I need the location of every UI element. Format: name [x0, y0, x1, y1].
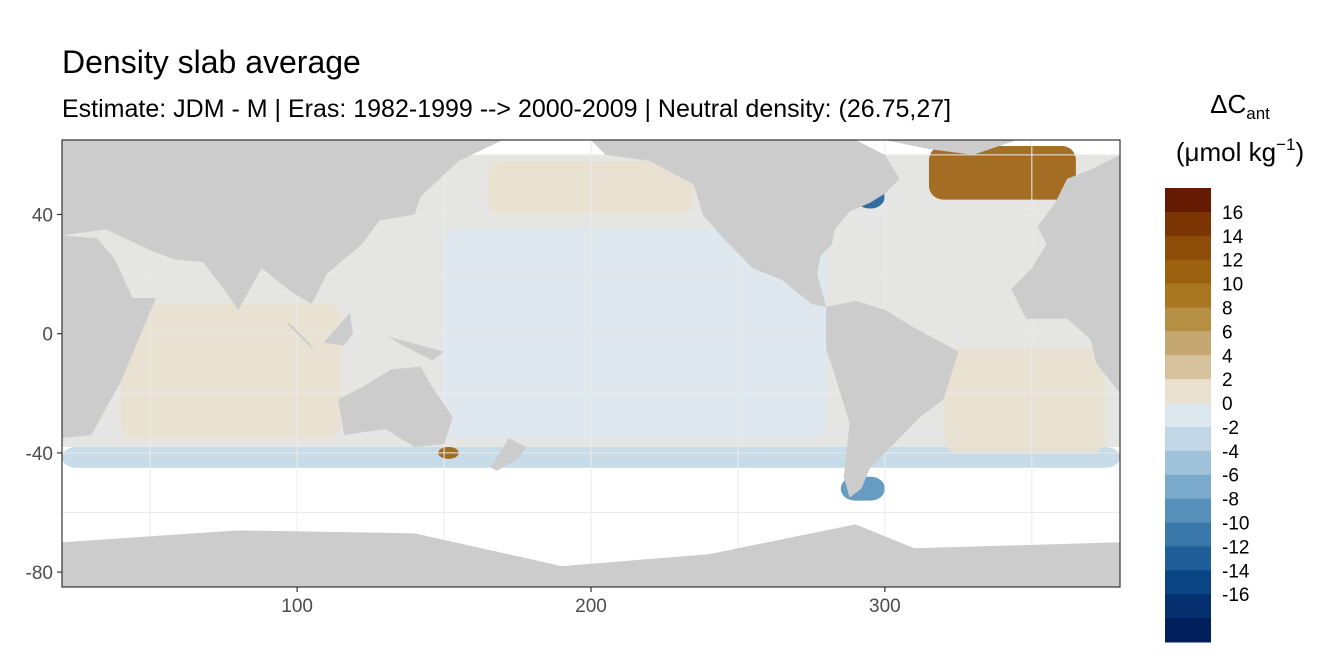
- legend-swatch: [1165, 498, 1211, 524]
- legend-swatch: [1165, 235, 1211, 261]
- y-tick-label: 0: [42, 325, 53, 346]
- legend-label: -4: [1222, 442, 1239, 463]
- land-north-america: [591, 140, 900, 307]
- legend-swatch: [1165, 546, 1211, 571]
- legend-swatch: [1165, 594, 1211, 619]
- land-sumatra: [285, 321, 315, 352]
- legend-label: 2: [1222, 370, 1233, 391]
- land-borneo: [323, 312, 353, 346]
- legend-swatch: [1165, 259, 1211, 285]
- y-tick-label: -80: [26, 563, 53, 584]
- legend-label: 16: [1222, 203, 1243, 224]
- legend-swatch: [1165, 307, 1211, 332]
- legend-label: -8: [1222, 490, 1239, 511]
- land-south-america: [826, 300, 959, 498]
- land-europe-africa-east: [1011, 154, 1120, 394]
- data-region: [928, 145, 1076, 200]
- legend-label: -14: [1222, 561, 1250, 582]
- legend-units: (μmol kg−1): [1176, 135, 1304, 167]
- legend-title: ΔCant: [1210, 89, 1270, 123]
- x-tick-label: 300: [869, 596, 901, 617]
- legend-units-close: ): [1295, 137, 1304, 167]
- legend-title-sub: ant: [1246, 104, 1270, 123]
- legend-label: -2: [1222, 418, 1239, 439]
- data-region: [943, 348, 1106, 453]
- land-greenland: [884, 140, 1018, 155]
- legend-label: -10: [1222, 514, 1249, 535]
- y-tick-label: -40: [26, 444, 53, 465]
- legend-labels: 16 14 12 108 6 4 2 0 -2 -4 -6 -8 -10-12 -14 -16: [1222, 203, 1250, 606]
- chart-title: Density slab average: [62, 44, 361, 80]
- legend-label: -12: [1222, 537, 1249, 558]
- legend-swatch: [1165, 618, 1211, 643]
- legend-units-text: (μmol kg: [1176, 137, 1276, 167]
- legend-label: -16: [1222, 585, 1249, 606]
- land-australia: [338, 366, 453, 447]
- x-tick-label: 100: [281, 596, 313, 617]
- y-tick-label: 40: [32, 206, 53, 227]
- legend-swatch: [1165, 474, 1211, 500]
- legend-swatch: [1165, 355, 1211, 380]
- legend-swatch: [1165, 188, 1211, 213]
- legend-swatch: [1165, 211, 1211, 237]
- legend-swatch: [1165, 331, 1211, 356]
- legend-swatch: [1165, 522, 1211, 547]
- legend-swatch: [1165, 450, 1211, 476]
- legend-swatch: [1165, 570, 1211, 595]
- data-region: [120, 303, 342, 438]
- land-antarctica: [62, 524, 1120, 587]
- legend: ΔCant (μmol kg−1) 16 14 12 108 6 4 2 0 -2 -4 -6 -8 -…: [1165, 89, 1304, 643]
- legend-label: -6: [1222, 466, 1239, 487]
- legend-swatch: [1165, 426, 1211, 452]
- legend-swatch: [1165, 379, 1211, 404]
- legend-label: 0: [1222, 394, 1233, 415]
- plot-panel: [62, 140, 1120, 587]
- legend-swatch: [1165, 283, 1211, 308]
- land-eurasia: [62, 140, 503, 310]
- legend-label: 4: [1222, 346, 1233, 367]
- legend-label: 6: [1222, 322, 1233, 343]
- x-tick-label: 200: [575, 596, 607, 617]
- legend-label: 12: [1222, 251, 1243, 272]
- legend-title-main: ΔC: [1210, 89, 1246, 119]
- legend-label: 8: [1222, 298, 1233, 319]
- land-africa: [62, 235, 157, 438]
- chart-subtitle: Estimate: JDM - M | Eras: 1982-1999 --> …: [62, 95, 951, 123]
- legend-label: 14: [1222, 227, 1244, 248]
- legend-units-sup: −1: [1276, 135, 1295, 154]
- legend-colorbar: [1165, 188, 1211, 643]
- land-new-guinea: [388, 336, 445, 361]
- land-new-zealand: [491, 438, 527, 471]
- legend-swatch: [1165, 403, 1211, 428]
- legend-label: 10: [1222, 275, 1243, 296]
